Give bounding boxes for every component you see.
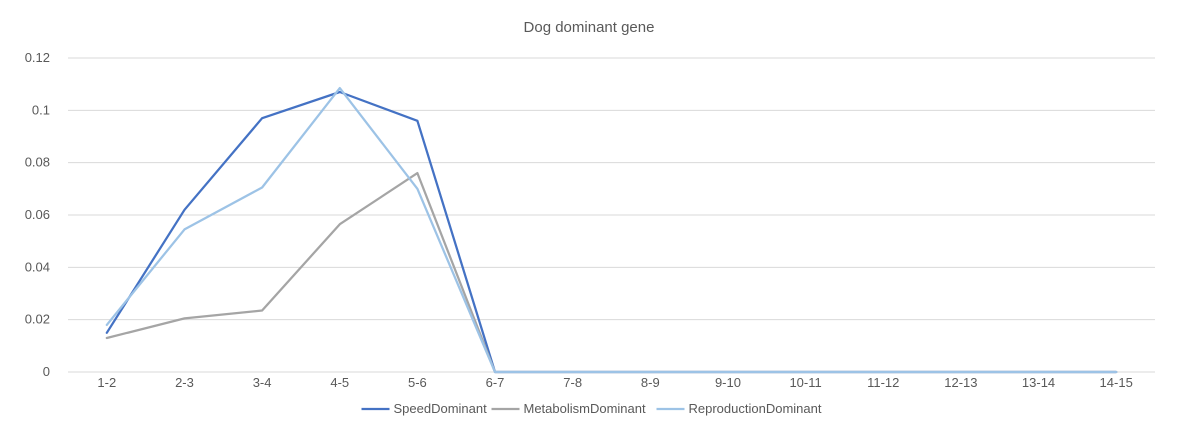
y-tick-label: 0.12 (25, 50, 50, 65)
series-line-reproductiondominant (105, 86, 1118, 374)
x-tick-label: 9-10 (715, 375, 741, 390)
x-tick-label: 3-4 (253, 375, 272, 390)
x-tick-label: 10-11 (789, 375, 821, 390)
gridlines (68, 57, 1155, 321)
x-tick-label: 8-9 (641, 375, 660, 390)
y-axis-ticks: 0 0.02 0.04 0.06 0.08 0.1 0.12 (25, 50, 50, 379)
legend-label: ReproductionDominant (689, 401, 822, 416)
legend: SpeedDominant MetabolismDominant Reproduct… (361, 401, 822, 416)
chart-title: Dog dominant gene (524, 19, 655, 36)
y-tick-label: 0.06 (25, 207, 50, 222)
x-tick-label: 4-5 (330, 375, 349, 390)
series-line-metabolismdominant (105, 171, 1118, 374)
x-tick-label: 12-13 (944, 375, 977, 390)
x-tick-label: 1-2 (97, 375, 116, 390)
x-tick-label: 6-7 (486, 375, 505, 390)
y-tick-label: 0.1 (32, 102, 50, 117)
x-tick-label: 7-8 (563, 375, 582, 390)
series-line-speeddominant (105, 90, 1118, 374)
y-tick-label: 0.02 (25, 312, 50, 327)
y-tick-label: 0.08 (25, 155, 50, 170)
x-tick-label: 2-3 (175, 375, 194, 390)
legend-label: MetabolismDominant (524, 401, 646, 416)
y-tick-label: 0 (43, 364, 50, 379)
y-tick-label: 0.04 (25, 259, 50, 274)
series-lines (105, 86, 1118, 374)
x-axis-ticks: 1-2 2-3 3-4 4-5 5-6 6-7 7-8 8-9 9-10 10-11 11-12 12… (97, 375, 1132, 390)
x-tick-label: 14-15 (1100, 375, 1133, 390)
x-tick-label: 5-6 (408, 375, 427, 390)
legend-label: SpeedDominant (394, 401, 488, 416)
x-tick-label: 11-12 (867, 375, 899, 390)
x-tick-label: 13-14 (1022, 375, 1055, 390)
